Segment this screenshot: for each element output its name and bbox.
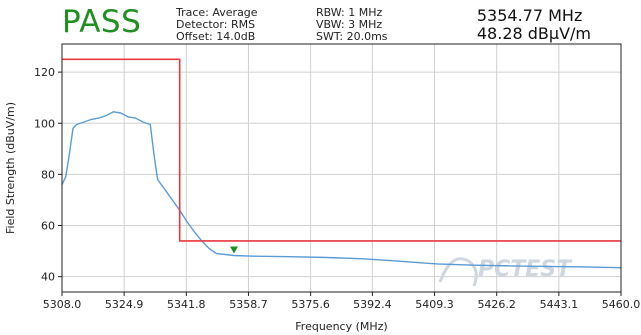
x-tick-label: 5341.8 — [167, 298, 206, 311]
vbw-value: VBW: 3 MHz — [316, 18, 383, 31]
x-axis-ticks: 5308.0 5324.9 5341.8 5358.7 5375.6 5392.4 5409… — [43, 292, 641, 311]
measurement-trace — [61, 111, 622, 269]
watermark-swoosh — [438, 257, 478, 287]
x-tick-label: 5308.0 — [43, 298, 82, 311]
trace-mode: Trace: Average — [176, 6, 258, 19]
detector-mode: Detector: RMS — [176, 18, 256, 31]
y-tick-label: 100 — [34, 117, 55, 130]
y-tick-label: 80 — [41, 168, 55, 181]
limit-line — [62, 58, 621, 242]
x-tick-label: 5443.1 — [540, 298, 579, 311]
y-tick-label: 40 — [41, 271, 55, 284]
x-tick-label: 5358.7 — [229, 298, 268, 311]
series-layer — [61, 58, 622, 269]
marker-frequency: 5354.77 MHz — [476, 6, 583, 25]
rbw-value: RBW: 1 MHz — [316, 6, 383, 19]
y-axis-ticks: 40 60 80 100 120 — [34, 66, 62, 284]
marker-readout: 5354.77 MHz 48.28 dBµV/m — [477, 7, 591, 43]
watermark-text: PCTEST — [478, 257, 573, 282]
x-tick-label: 5460.0 — [602, 298, 641, 311]
y-tick-label: 60 — [41, 220, 55, 233]
x-tick-label: 5409.3 — [415, 298, 454, 311]
y-tick-label: 120 — [34, 66, 55, 79]
x-tick-label: 5392.4 — [353, 298, 392, 311]
x-tick-label: 5426.2 — [477, 298, 516, 311]
watermark: PCTEST — [438, 257, 573, 287]
verdict-label: PASS — [62, 4, 142, 40]
marker-triangle — [230, 246, 239, 254]
trace-settings: Trace: Average Detector: RMS Offset: 14.… — [176, 7, 258, 43]
y-axis-label: Field Strength (dBuV/m) — [4, 102, 17, 234]
x-tick-label: 5375.6 — [291, 298, 330, 311]
grid-lines — [61, 44, 622, 292]
offset-value: Offset: 14.0dB — [176, 30, 256, 43]
marker-level: 48.28 dBµV/m — [476, 24, 591, 43]
bandwidth-settings: RBW: 1 MHz VBW: 3 MHz SWT: 20.0ms — [316, 7, 388, 43]
sweep-time-value: SWT: 20.0ms — [316, 30, 388, 43]
x-tick-label: 5324.9 — [105, 298, 144, 311]
plot-frame — [61, 43, 622, 293]
x-axis-label: Frequency (MHz) — [295, 320, 387, 333]
marker-layer — [230, 246, 239, 254]
